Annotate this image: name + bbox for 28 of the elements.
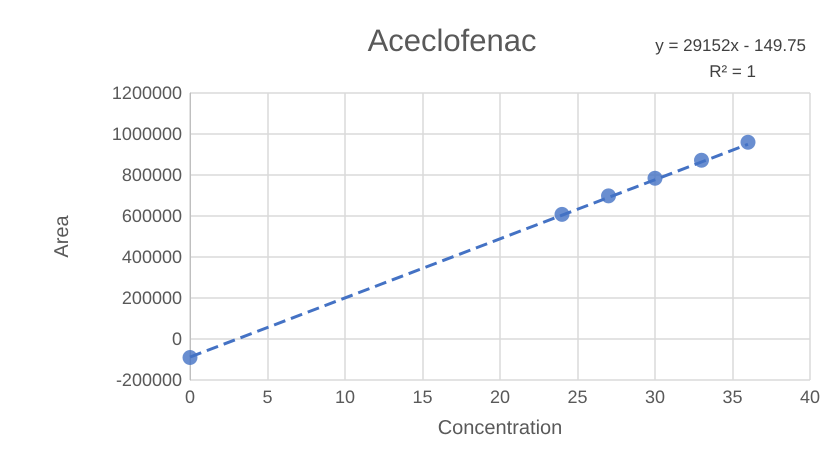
point xyxy=(740,134,756,150)
x-tick-label: 15 xyxy=(412,387,433,407)
chart-title: Aceclofenac xyxy=(368,23,536,58)
point xyxy=(554,206,570,222)
point xyxy=(601,188,616,204)
y-tick-label: -200000 xyxy=(116,370,182,390)
x-tick-label: 25 xyxy=(567,387,588,407)
y-tick-label: 1200000 xyxy=(112,83,182,103)
y-tick-label: 600000 xyxy=(122,206,182,226)
x-tick-label: 20 xyxy=(490,387,510,407)
x-tick-label: 5 xyxy=(262,387,273,407)
point xyxy=(648,170,662,186)
y-axis-title: Area xyxy=(51,214,73,258)
y-tick-label: 800000 xyxy=(122,165,182,185)
x-tick-label: 40 xyxy=(800,387,820,407)
x-tick-label: 0 xyxy=(184,387,196,407)
y-tick-label: 0 xyxy=(172,329,182,349)
x-tick-label: 35 xyxy=(722,387,743,407)
y-tick-label: 400000 xyxy=(122,247,182,267)
x-tick-label: 10 xyxy=(334,387,356,407)
point xyxy=(694,152,709,168)
point xyxy=(182,350,198,365)
x-axis-title: Concentration xyxy=(438,417,562,439)
text: y = 29152x - 149.75 xyxy=(655,36,806,55)
y-tick-label: 1000000 xyxy=(112,124,182,144)
text: R² = 1 xyxy=(709,62,756,81)
y-tick-label: 200000 xyxy=(122,288,182,308)
x-tick-label: 30 xyxy=(644,387,666,407)
